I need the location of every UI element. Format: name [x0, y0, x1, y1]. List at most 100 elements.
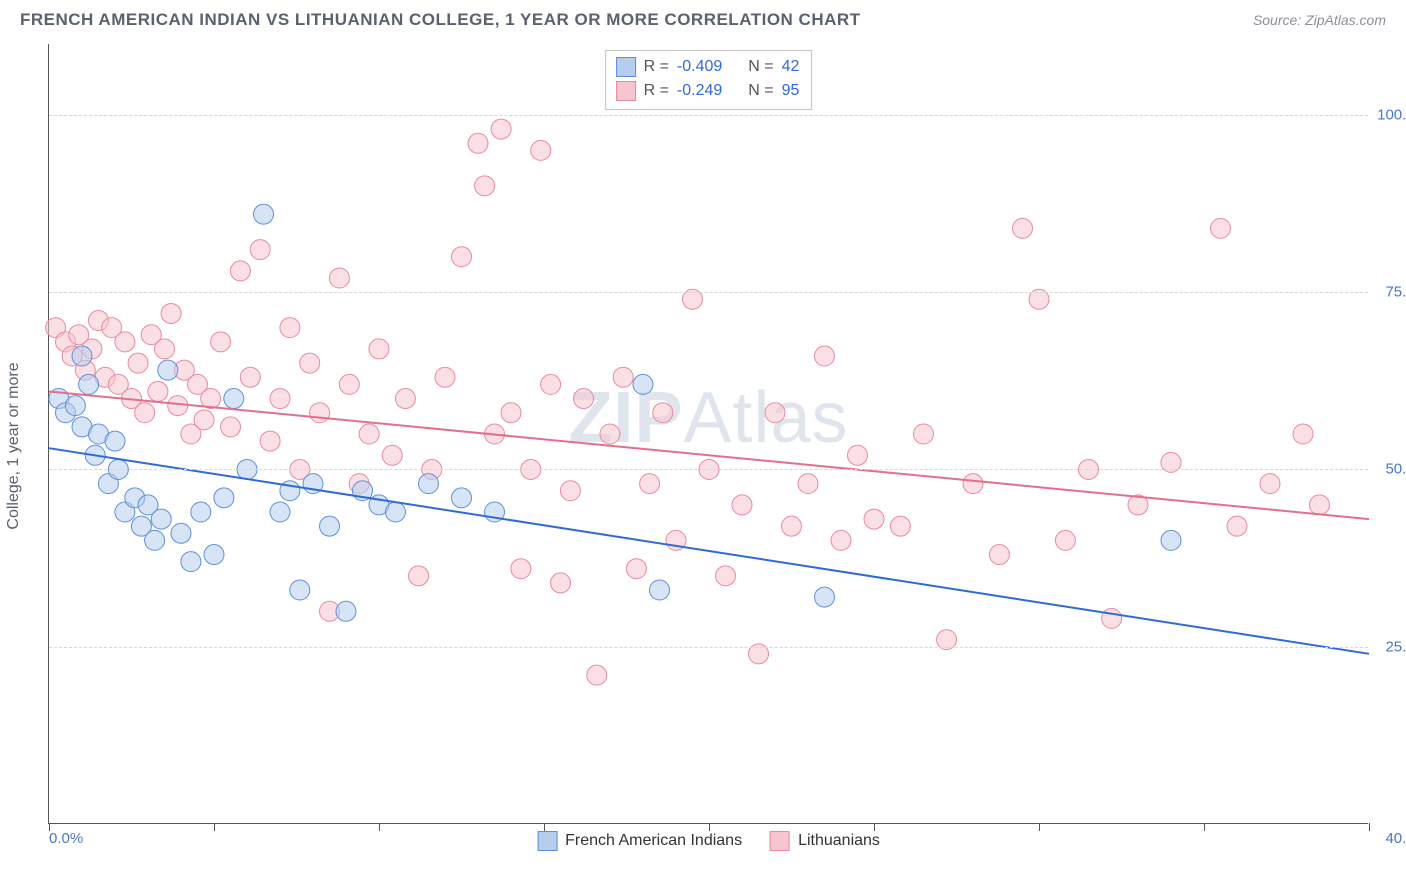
- data-point: [1013, 218, 1033, 238]
- data-point: [1102, 608, 1122, 628]
- x-tick-min: 0.0%: [49, 830, 83, 847]
- data-point: [531, 140, 551, 160]
- x-tick: [1204, 823, 1205, 831]
- data-point: [468, 133, 488, 153]
- legend-item: French American Indians: [537, 831, 742, 851]
- data-point: [171, 523, 191, 543]
- data-point: [224, 389, 244, 409]
- data-point: [386, 502, 406, 522]
- data-point: [1310, 495, 1330, 515]
- data-point: [653, 403, 673, 423]
- data-point: [1260, 474, 1280, 494]
- data-point: [435, 367, 455, 387]
- data-point: [716, 566, 736, 586]
- data-point: [240, 367, 260, 387]
- y-tick-label: 50.0%: [1373, 461, 1406, 478]
- data-point: [1161, 530, 1181, 550]
- legend-swatch: [770, 831, 790, 851]
- data-point: [782, 516, 802, 536]
- grid-line: [49, 115, 1368, 116]
- y-tick-label: 100.0%: [1373, 106, 1406, 123]
- chart-title: FRENCH AMERICAN INDIAN VS LITHUANIAN COL…: [20, 10, 861, 30]
- stat-r-label: R =: [644, 55, 669, 79]
- x-tick: [379, 823, 380, 831]
- legend-swatch: [616, 57, 636, 77]
- x-tick: [544, 823, 545, 831]
- data-point: [511, 559, 531, 579]
- data-point: [290, 580, 310, 600]
- data-point: [633, 374, 653, 394]
- data-point: [560, 481, 580, 501]
- scatter-svg: [49, 44, 1368, 823]
- data-point: [815, 346, 835, 366]
- data-point: [541, 374, 561, 394]
- y-tick-label: 75.0%: [1373, 284, 1406, 301]
- data-point: [1293, 424, 1313, 444]
- data-point: [409, 566, 429, 586]
- data-point: [419, 474, 439, 494]
- data-point: [329, 268, 349, 288]
- data-point: [310, 403, 330, 423]
- data-point: [815, 587, 835, 607]
- data-point: [963, 474, 983, 494]
- stats-legend: R = -0.409N = 42R = -0.249N = 95: [605, 50, 813, 110]
- bottom-legend: French American Indians Lithuanians: [537, 831, 880, 851]
- data-point: [339, 374, 359, 394]
- x-tick: [874, 823, 875, 831]
- data-point: [79, 374, 99, 394]
- data-point: [194, 410, 214, 430]
- data-point: [211, 332, 231, 352]
- x-tick: [1369, 823, 1370, 831]
- data-point: [501, 403, 521, 423]
- data-point: [765, 403, 785, 423]
- stats-row: R = -0.409N = 42: [616, 55, 800, 79]
- data-point: [115, 332, 135, 352]
- data-point: [914, 424, 934, 444]
- data-point: [280, 318, 300, 338]
- data-point: [732, 495, 752, 515]
- data-point: [158, 360, 178, 380]
- data-point: [105, 431, 125, 451]
- data-point: [300, 353, 320, 373]
- data-point: [151, 509, 171, 529]
- legend-label: French American Indians: [565, 832, 742, 850]
- stat-n-value: 95: [782, 79, 800, 103]
- data-point: [270, 502, 290, 522]
- x-tick: [1039, 823, 1040, 831]
- data-point: [890, 516, 910, 536]
- data-point: [640, 474, 660, 494]
- stats-row: R = -0.249N = 95: [616, 79, 800, 103]
- legend-swatch: [537, 831, 557, 851]
- data-point: [452, 488, 472, 508]
- data-point: [320, 516, 340, 536]
- data-point: [848, 445, 868, 465]
- data-point: [382, 445, 402, 465]
- stat-r-value: -0.409: [677, 55, 722, 79]
- stat-r-value: -0.249: [677, 79, 722, 103]
- data-point: [254, 204, 274, 224]
- data-point: [148, 381, 168, 401]
- data-point: [155, 339, 175, 359]
- data-point: [600, 424, 620, 444]
- data-point: [574, 389, 594, 409]
- data-point: [336, 601, 356, 621]
- legend-item: Lithuanians: [770, 831, 880, 851]
- data-point: [1055, 530, 1075, 550]
- data-point: [214, 488, 234, 508]
- data-point: [250, 240, 270, 260]
- data-point: [221, 417, 241, 437]
- grid-line: [49, 647, 1368, 648]
- data-point: [135, 403, 155, 423]
- x-tick: [49, 823, 50, 831]
- data-point: [65, 396, 85, 416]
- source-label: Source: ZipAtlas.com: [1253, 12, 1386, 28]
- data-point: [587, 665, 607, 685]
- data-point: [145, 530, 165, 550]
- x-tick-max: 40.0%: [1385, 830, 1406, 847]
- data-point: [270, 389, 290, 409]
- legend-swatch: [616, 81, 636, 101]
- data-point: [650, 580, 670, 600]
- data-point: [1211, 218, 1231, 238]
- x-tick: [709, 823, 710, 831]
- legend-label: Lithuanians: [798, 832, 880, 850]
